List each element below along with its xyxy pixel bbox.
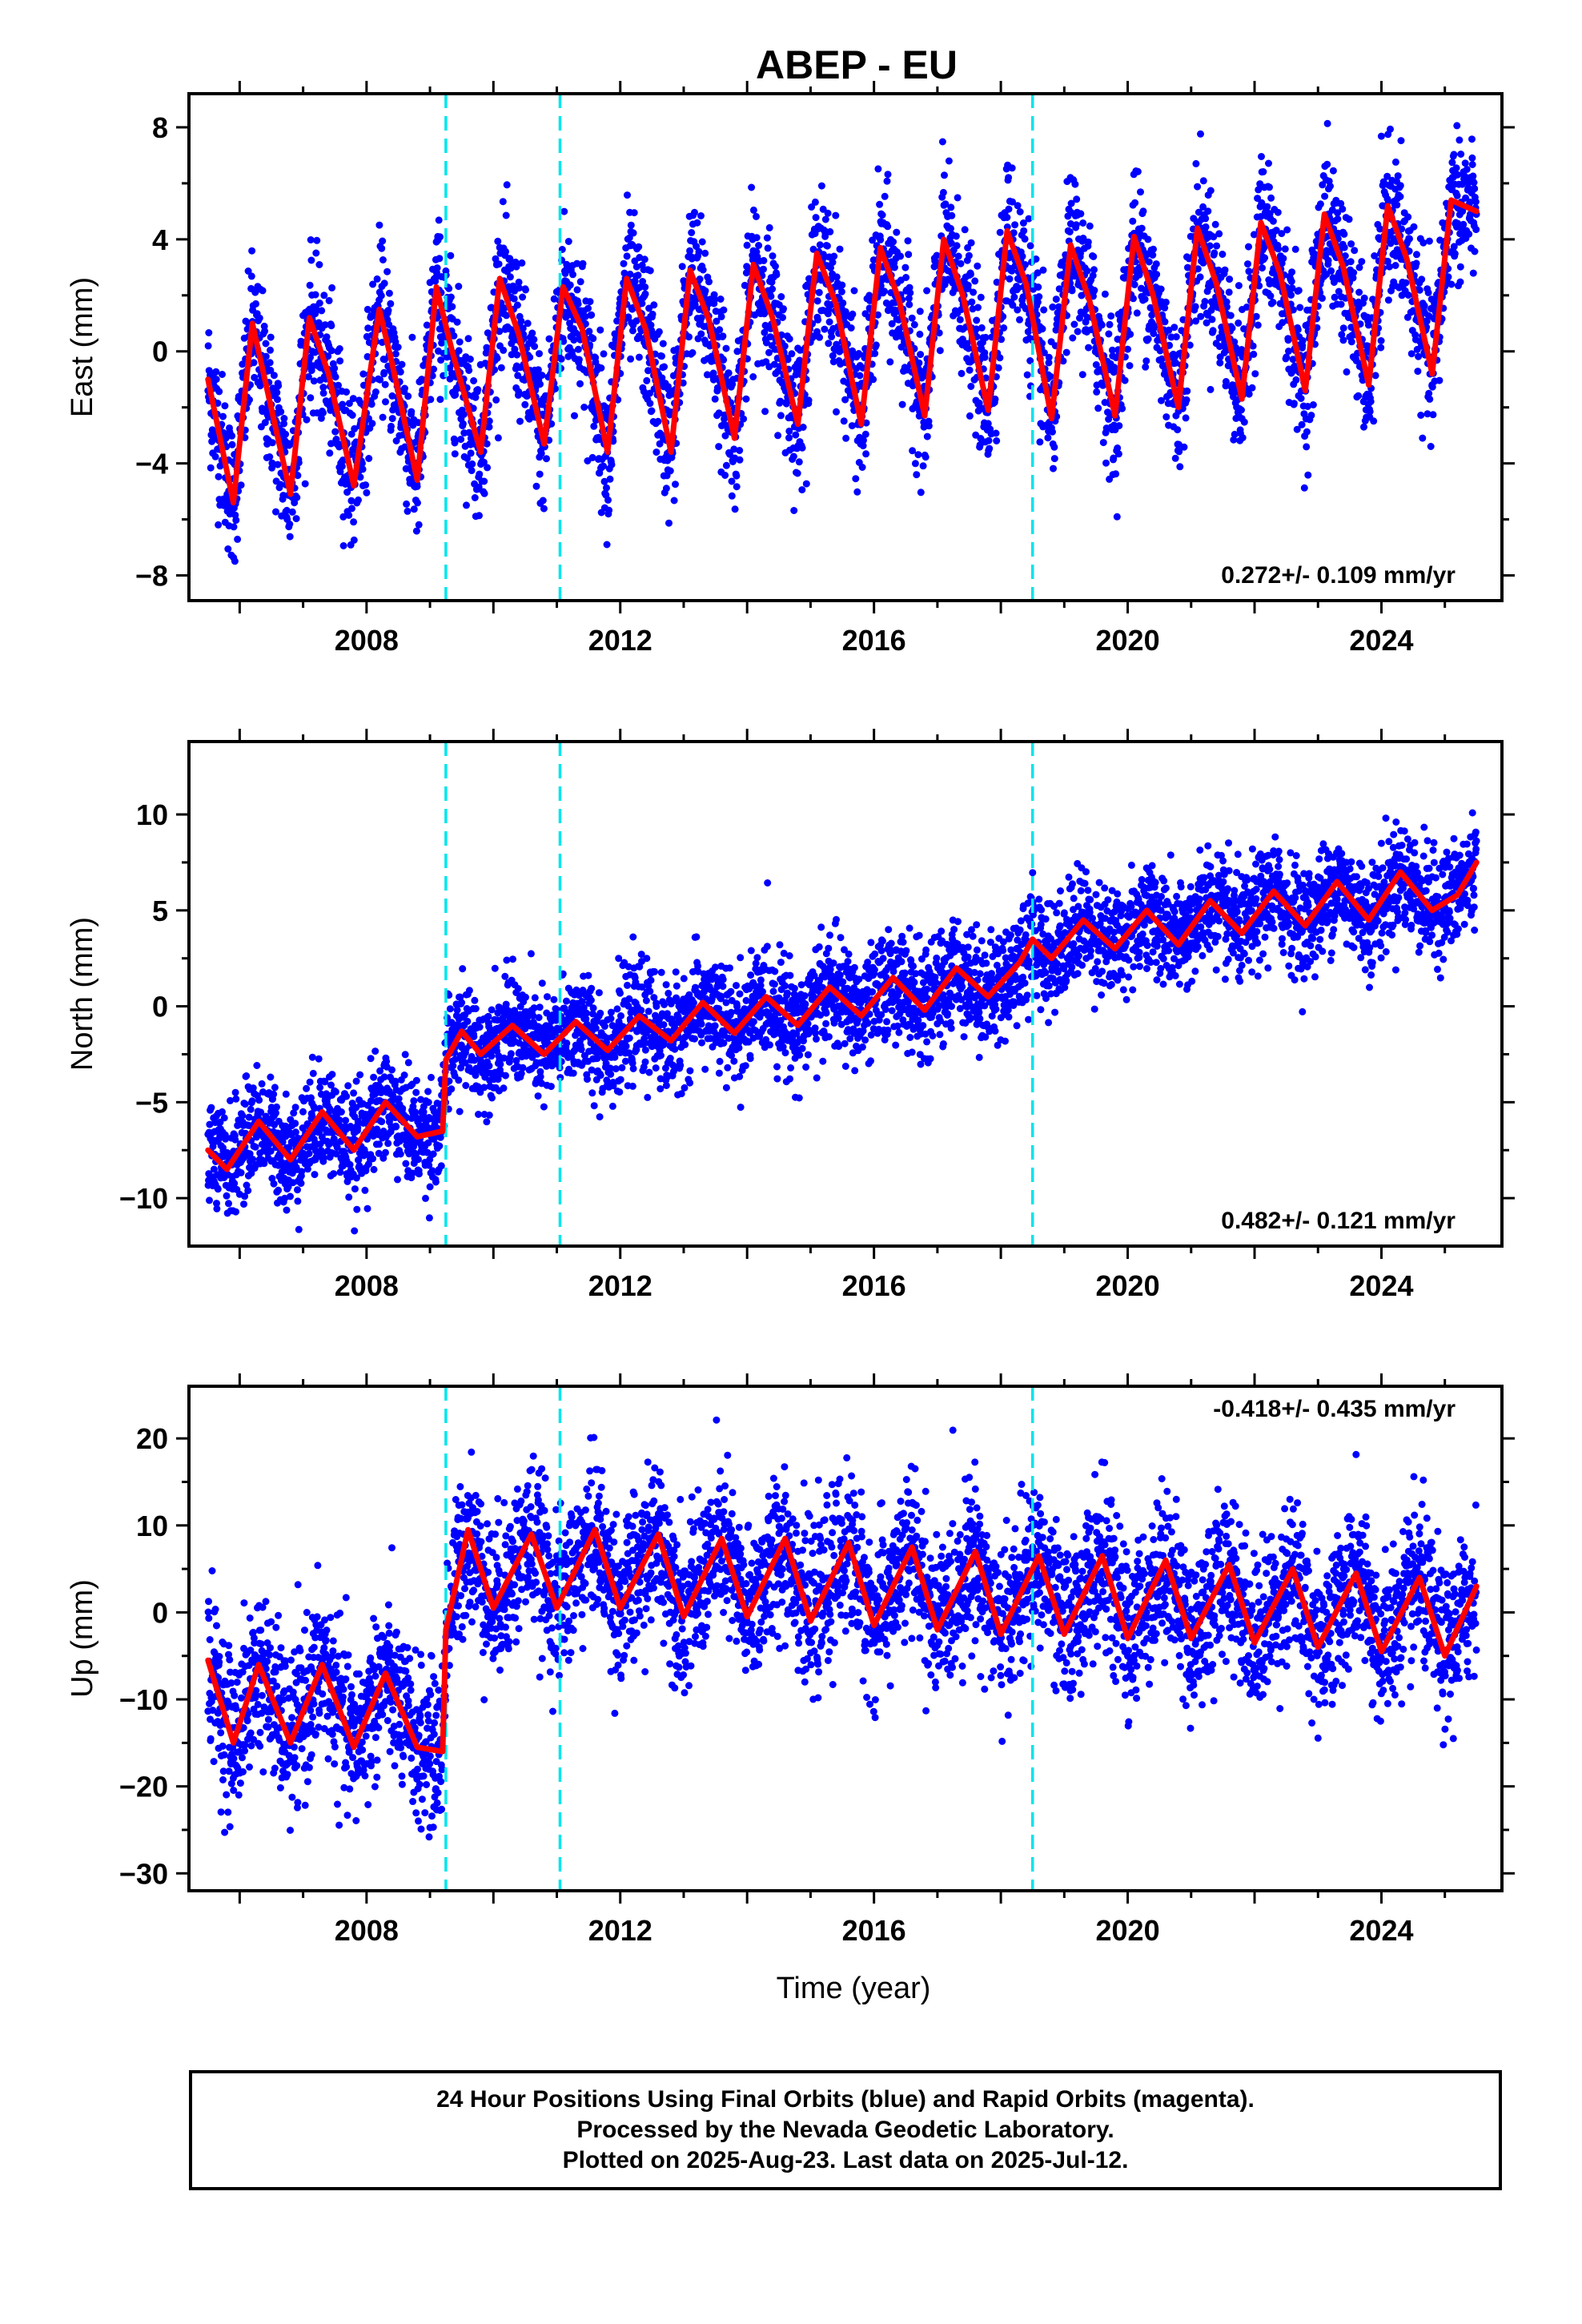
daily-position-dots — [204, 1416, 1480, 1841]
y-tick-label: −10 — [119, 1683, 168, 1716]
x-tick-label: 2016 — [842, 1914, 906, 1947]
plot-area-east — [204, 94, 1480, 601]
chart-title: ABEP - EU — [756, 42, 958, 87]
plot-frame — [187, 1385, 1504, 1892]
plot-frame — [187, 740, 1504, 1248]
y-tick-label: 8 — [152, 111, 168, 144]
y-tick-label: −10 — [119, 1182, 168, 1215]
y-tick-label: 10 — [136, 798, 168, 831]
y-tick-label: −5 — [135, 1086, 168, 1119]
model-fit-line — [205, 1526, 1480, 1755]
x-tick-label: 2020 — [1096, 1914, 1160, 1947]
y-tick-label: 4 — [152, 223, 168, 256]
panel-up: 2008 2012 2016 2020 2024 −30 −20 −10 0 10 20 Up (mm… — [66, 1373, 1515, 1947]
y-axis-label: North (mm) — [66, 917, 99, 1071]
x-tick-label: 2024 — [1349, 1269, 1413, 1302]
y-tick-label: −30 — [119, 1857, 168, 1890]
x-tick-label: 2016 — [842, 1269, 906, 1302]
x-tick-label: 2024 — [1349, 624, 1413, 657]
x-tick-label: 2012 — [588, 624, 652, 657]
x-tick-label: 2016 — [842, 624, 906, 657]
model-fit-line — [205, 859, 1480, 1172]
y-tick-label: 10 — [136, 1510, 168, 1542]
x-tick-label: 2008 — [335, 624, 399, 657]
y-axis-label: East (mm) — [66, 277, 99, 417]
x-tick-label: 2008 — [335, 1269, 399, 1302]
panel-north: 2008 2012 2016 2020 2024 −10 −5 0 5 10 North (mm) 0… — [66, 729, 1515, 1302]
caption-box: 24 Hour Positions Using Final Orbits (bl… — [189, 2070, 1502, 2190]
panels: 2008 2012 2016 2020 2024 −8 −4 0 4 8 East (mm) 0.27… — [66, 81, 1515, 1947]
y-tick-label: 0 — [152, 1596, 168, 1629]
velocity-annotation: -0.418+/- 0.435 mm/yr — [1213, 1396, 1456, 1422]
caption-line-1: 24 Hour Positions Using Final Orbits (bl… — [436, 2086, 1255, 2113]
x-tick-label: 2008 — [335, 1914, 399, 1947]
observations-north — [204, 809, 1480, 1235]
model-fit-line — [205, 197, 1480, 506]
y-axis-label: Up (mm) — [66, 1579, 99, 1698]
y-tick-label: −4 — [135, 448, 168, 480]
caption-line-2: Processed by the Nevada Geodetic Laborat… — [576, 2117, 1114, 2143]
y-tick-label: 5 — [152, 895, 168, 927]
velocity-annotation: 0.272+/- 0.109 mm/yr — [1221, 562, 1456, 589]
panel-east: 2008 2012 2016 2020 2024 −8 −4 0 4 8 East (mm) 0.27… — [66, 81, 1515, 657]
velocity-annotation: 0.482+/- 0.121 mm/yr — [1221, 1208, 1456, 1234]
x-tick-label: 2012 — [588, 1269, 652, 1302]
x-tick-label: 2012 — [588, 1914, 652, 1947]
x-tick-label: 2020 — [1096, 1269, 1160, 1302]
caption-line-3: Plotted on 2025-Aug-23. Last data on 202… — [562, 2147, 1129, 2173]
x-axis-label: Time (year) — [777, 1972, 931, 2005]
y-tick-label: 0 — [152, 336, 168, 368]
x-tick-label: 2024 — [1349, 1914, 1413, 1947]
daily-position-dots — [204, 809, 1480, 1235]
y-tick-label: 20 — [136, 1422, 168, 1455]
plot-area-north — [204, 742, 1480, 1246]
x-tick-label: 2020 — [1096, 624, 1160, 657]
plot-frame — [187, 92, 1504, 602]
plot-area-up — [204, 1386, 1480, 1891]
y-tick-label: −20 — [119, 1771, 168, 1803]
observations-up — [204, 1416, 1480, 1841]
y-tick-label: −8 — [135, 560, 168, 593]
y-tick-label: 0 — [152, 991, 168, 1023]
